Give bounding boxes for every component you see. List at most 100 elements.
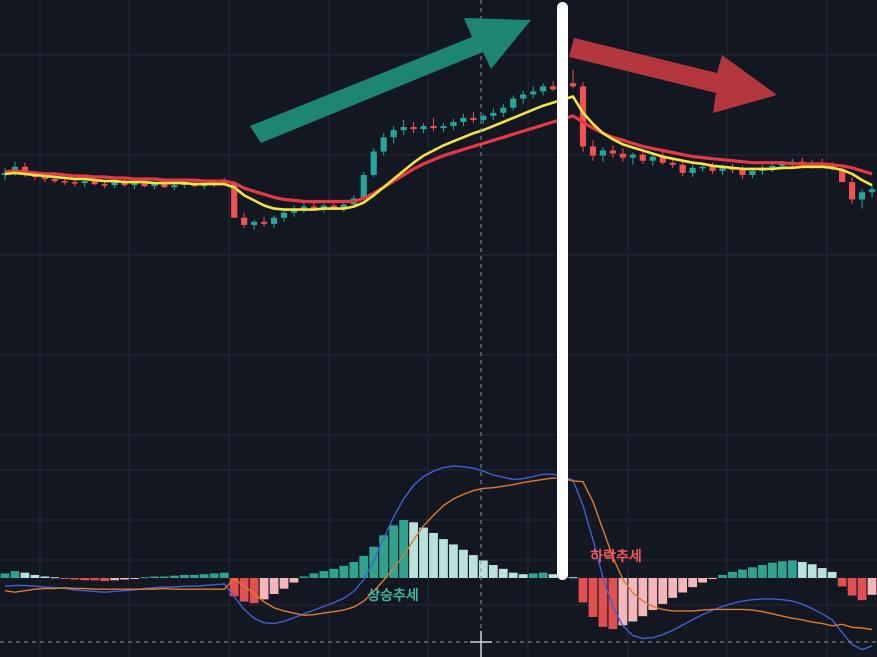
macd-histogram-bar (847, 578, 857, 596)
candle-body (460, 117, 467, 122)
macd-histogram-bar (339, 565, 349, 578)
candle-body (490, 112, 497, 116)
candle-body (340, 204, 347, 208)
candle-body (839, 168, 846, 183)
macd-histogram-bar (728, 571, 737, 578)
candle-body (639, 154, 646, 161)
macd-histogram-bar (0, 573, 10, 578)
candle-body (669, 162, 676, 165)
macd-histogram-bar (748, 567, 757, 578)
macd-histogram-bar (239, 578, 249, 602)
macd-histogram-bar (160, 576, 169, 578)
candle-body (320, 205, 327, 209)
macd-histogram-bar (10, 571, 20, 578)
uptrend-arrow-icon (250, 18, 531, 143)
macd-histogram-bar (568, 577, 578, 579)
macd-histogram-bar (120, 578, 129, 580)
candle-body (171, 185, 178, 188)
macd-histogram-bar (498, 568, 508, 578)
macd-histogram-bar (130, 578, 139, 579)
candle-body (151, 184, 158, 187)
candle-body (569, 83, 577, 87)
macd-histogram-bar (688, 578, 698, 588)
macd-histogram-bar (329, 568, 339, 578)
macd-histogram-bar (90, 578, 100, 581)
macd-histogram-bar (439, 539, 448, 578)
macd-histogram-bar (150, 576, 159, 578)
candle-body (330, 205, 337, 208)
candle-body (709, 166, 716, 171)
candle-body (579, 86, 587, 147)
candle-body (609, 150, 616, 154)
candle-body (689, 167, 696, 173)
macd-histogram-bar (638, 578, 648, 617)
signal-line (4, 477, 873, 631)
macd-histogram-bar (758, 565, 767, 578)
candle-body (550, 86, 557, 90)
macd-histogram-bar (419, 527, 428, 578)
macd-histogram-bar (389, 525, 399, 578)
macd-histogram-bar (488, 565, 498, 578)
candle-body (420, 126, 427, 130)
macd-histogram-bar (299, 576, 309, 578)
candle-body (370, 151, 377, 175)
candle-body (599, 150, 607, 156)
macd-histogram-bar (598, 578, 608, 627)
macd-histogram-bar (279, 578, 289, 589)
macd-histogram-bar (199, 574, 209, 578)
macd-histogram-bar (767, 562, 777, 578)
trend-divider-line (557, 2, 568, 580)
candle-body (440, 126, 447, 129)
macd-histogram-bar (349, 561, 359, 578)
candle-body (310, 206, 318, 209)
candle-body (51, 179, 58, 182)
macd-histogram-bar (50, 577, 60, 579)
candle-body (410, 127, 417, 130)
macd-histogram-bar (698, 578, 707, 583)
macd-histogram-bar (807, 564, 817, 578)
macd-histogram-bar (837, 578, 847, 587)
candle-body (629, 154, 636, 158)
candle-body (500, 107, 507, 113)
macd-histogram-bar (359, 555, 369, 578)
macd-histogram-bar (628, 578, 638, 622)
macd-histogram-bar (608, 578, 618, 630)
macd-pane[interactable] (0, 465, 877, 651)
macd-histogram-bar (449, 544, 458, 578)
downtrend-arrow-icon (569, 38, 777, 113)
candle-body (400, 127, 407, 131)
moving-average-fast-line (4, 95, 873, 211)
macd-histogram-bar (179, 574, 189, 578)
candle-body (530, 91, 537, 95)
macd-histogram-bar (170, 575, 179, 578)
candle-body (649, 156, 656, 161)
candle-body (121, 182, 128, 186)
candle-body (41, 177, 48, 180)
candle-body (71, 182, 78, 184)
macd-histogram-bar (209, 573, 219, 578)
candle-body (699, 166, 706, 169)
macd-histogram-bar (100, 578, 110, 582)
candle-body (101, 184, 108, 186)
candle-body (659, 156, 666, 163)
macd-histogram-bar (867, 578, 877, 595)
candle-body (430, 126, 437, 129)
candle-body (619, 153, 626, 158)
macd-histogram-bar (718, 574, 727, 578)
candle-body (769, 165, 776, 168)
price-pane[interactable] (1, 70, 876, 230)
candle-body (779, 163, 786, 166)
candle-body (510, 98, 517, 108)
macd-histogram-bar (548, 574, 558, 578)
candle-body (111, 182, 118, 186)
candle-body (270, 217, 278, 224)
macd-histogram-bar (399, 520, 409, 578)
macd-histogram-bar (259, 578, 269, 600)
candle-body (161, 184, 168, 188)
candle-body (261, 221, 268, 224)
candle-body (380, 137, 387, 152)
candle-body (868, 189, 876, 193)
macd-histogram-bar (80, 578, 90, 581)
